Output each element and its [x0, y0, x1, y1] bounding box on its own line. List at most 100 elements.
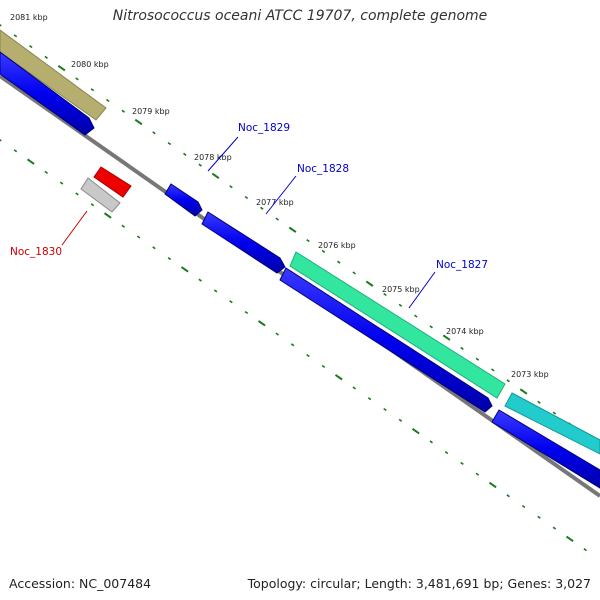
leader-line-noc-1828 — [265, 175, 297, 215]
minor-tick-mark — [44, 170, 48, 174]
minor-tick-mark — [306, 239, 310, 243]
minor-tick-mark — [198, 278, 202, 282]
minor-tick-mark — [90, 203, 95, 207]
minor-tick-mark — [244, 310, 249, 315]
cds-forward[interactable] — [0, 51, 95, 136]
cds-forward[interactable] — [491, 409, 600, 489]
minor-tick-mark — [537, 400, 541, 404]
gene-label-noc-1830[interactable]: Noc_1830 — [10, 246, 62, 258]
minor-tick-mark — [213, 289, 218, 293]
major-tick-mark — [57, 64, 66, 72]
minor-tick-mark — [491, 368, 495, 372]
feature-olive[interactable] — [0, 29, 107, 121]
minor-tick-mark — [352, 386, 356, 390]
minor-tick-mark — [521, 504, 526, 509]
cds-forward[interactable] — [279, 267, 493, 413]
minor-tick-mark — [13, 34, 18, 38]
leader-line-noc-1827 — [408, 271, 436, 309]
minor-tick-mark — [13, 149, 18, 153]
minor-tick-mark — [121, 224, 125, 228]
minor-tick-mark — [475, 472, 480, 476]
major-tick-mark — [365, 280, 374, 287]
major-tick-mark — [103, 212, 112, 219]
minor-tick-mark — [152, 246, 156, 250]
minor-tick-mark — [198, 163, 202, 167]
minor-tick-mark — [290, 343, 295, 347]
minor-tick-mark — [260, 206, 264, 210]
minor-tick-mark — [167, 142, 172, 146]
minor-tick-mark — [383, 407, 387, 412]
minor-tick-mark — [475, 357, 480, 361]
minor-tick-mark — [275, 217, 279, 221]
tick-label: 2075 kbp — [382, 285, 420, 294]
leader-line-noc-1829 — [207, 136, 239, 172]
minor-tick-mark — [75, 77, 79, 81]
feature-aquamarine[interactable] — [289, 251, 506, 399]
major-tick-mark — [334, 374, 343, 381]
minor-tick-mark — [121, 109, 125, 113]
minor-tick-mark — [367, 397, 372, 401]
minor-tick-mark — [398, 303, 403, 307]
major-tick-mark — [488, 481, 497, 489]
major-tick-mark — [288, 226, 297, 233]
minor-tick-mark — [75, 192, 79, 196]
minor-tick-mark — [244, 195, 249, 200]
major-tick-mark — [26, 158, 35, 165]
minor-tick-mark — [0, 24, 2, 27]
minor-tick-mark — [429, 440, 433, 444]
minor-tick-mark — [414, 314, 418, 318]
gene-label-noc-1829[interactable]: Noc_1829 — [238, 122, 290, 134]
minor-tick-mark — [383, 292, 387, 297]
leader-line-noc-1830 — [61, 210, 88, 246]
minor-tick-mark — [552, 411, 557, 415]
genome-title: Nitrosococcus oceani ATCC 19707, complet… — [112, 8, 488, 24]
minor-tick-mark — [506, 379, 510, 383]
minor-tick-mark — [352, 271, 356, 275]
tick-label: 2079 kbp — [132, 107, 170, 116]
cds-forward[interactable] — [201, 211, 286, 274]
minor-tick-mark — [183, 152, 187, 156]
minor-tick-mark — [90, 88, 95, 92]
minor-tick-mark — [398, 418, 403, 422]
feature-cyan[interactable] — [504, 392, 600, 455]
major-tick-mark — [257, 320, 266, 327]
minor-tick-mark — [444, 451, 449, 455]
cds-reverse-noc-1830[interactable] — [93, 166, 132, 198]
major-tick-mark — [565, 535, 574, 543]
tick-label: 2078 kbp — [194, 153, 232, 162]
minor-tick-mark — [0, 139, 2, 142]
gene-label-noc-1828[interactable]: Noc_1828 — [297, 163, 349, 175]
gene-label-noc-1827[interactable]: Noc_1827 — [436, 259, 488, 271]
minor-tick-mark — [321, 249, 326, 253]
minor-tick-mark — [506, 494, 510, 498]
major-tick-mark — [411, 427, 420, 435]
tick-label: 2076 kbp — [318, 241, 356, 250]
major-tick-mark — [180, 266, 189, 273]
minor-tick-mark — [29, 44, 33, 49]
minor-tick-mark — [337, 260, 341, 264]
accession-label: Accession: NC_007484 — [9, 576, 152, 591]
minor-tick-mark — [229, 300, 233, 304]
cds-forward[interactable] — [164, 183, 203, 217]
minor-tick-mark — [321, 364, 326, 368]
minor-tick-mark — [136, 235, 141, 239]
minor-tick-mark — [460, 461, 464, 465]
minor-tick-mark — [537, 515, 541, 519]
minor-tick-mark — [152, 131, 156, 135]
minor-tick-mark — [167, 257, 172, 261]
major-tick-mark — [134, 118, 143, 126]
tick-label: 2074 kbp — [446, 327, 484, 336]
minor-tick-mark — [229, 185, 233, 189]
minor-tick-mark — [460, 346, 464, 350]
tick-label: 2081 kbp — [10, 13, 48, 22]
cds-reverse-grey[interactable] — [80, 177, 121, 213]
major-tick-mark — [519, 388, 528, 395]
minor-tick-mark — [275, 332, 279, 336]
minor-tick-mark — [106, 98, 110, 103]
minor-tick-mark — [429, 325, 433, 329]
minor-tick-mark — [552, 526, 557, 530]
minor-tick-mark — [44, 55, 48, 59]
major-tick-mark — [211, 172, 220, 180]
